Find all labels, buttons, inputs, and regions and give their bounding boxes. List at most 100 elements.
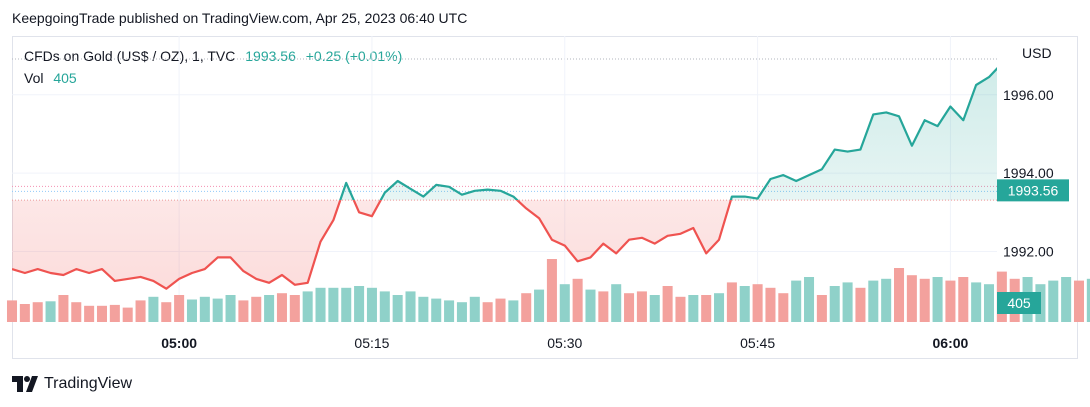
price-label-box <box>997 179 1069 202</box>
volume-bar <box>778 293 789 322</box>
volume-bar <box>444 300 455 322</box>
volume-bar <box>508 300 519 322</box>
volume-bar <box>624 293 635 322</box>
volume-bar <box>881 278 892 322</box>
volume-bar <box>804 277 815 322</box>
volume-bar <box>958 277 969 322</box>
volume-bar <box>765 287 776 322</box>
volume-bar <box>585 289 596 322</box>
volume-bar <box>688 295 699 322</box>
volume-bar <box>546 259 557 322</box>
volume-value: 405 <box>53 70 77 86</box>
symbol-name: CFDs on Gold (US$ / OZ), 1, TVC <box>24 48 236 64</box>
volume-bar <box>726 282 737 322</box>
volume-bar <box>469 296 480 322</box>
markers: 1993.56 405 <box>997 179 1069 314</box>
price-area <box>12 68 997 289</box>
volume-bar <box>842 282 853 322</box>
volume-bar <box>1073 280 1085 322</box>
volume-bar <box>945 280 956 322</box>
volume-bar <box>919 278 930 322</box>
price-line-down <box>12 200 732 290</box>
y-axis: USD 1996.00 1994.00 1992.00 <box>1003 45 1054 259</box>
volume-bar <box>675 296 686 322</box>
volume-bar <box>971 282 982 322</box>
volume-bar <box>161 302 172 322</box>
area-below-baseline <box>12 200 997 289</box>
x-tick-label: 05:30 <box>547 335 582 351</box>
volume-bar <box>122 307 133 322</box>
volume-bar <box>251 296 262 322</box>
volume-bar <box>559 284 570 322</box>
volume-bar <box>662 286 673 322</box>
volume-bar <box>276 293 287 322</box>
volume-bar <box>392 295 403 322</box>
volume-bar <box>816 295 827 322</box>
tradingview-logo-icon <box>12 376 38 392</box>
volume-bar <box>829 286 840 322</box>
volume-label-box <box>997 292 1041 314</box>
volume-bar <box>649 295 660 322</box>
x-tick-label: 05:15 <box>354 335 389 351</box>
volume-label: Vol <box>24 70 44 86</box>
volume-bar <box>739 286 750 322</box>
area-above-baseline <box>340 68 997 201</box>
volume-bar <box>289 295 300 322</box>
volume-bar <box>495 298 506 322</box>
volume-bar <box>598 291 609 322</box>
volume-bar <box>212 298 223 322</box>
volume-bar <box>456 302 467 322</box>
volume-bar <box>58 295 69 322</box>
volume-bar <box>302 291 313 322</box>
volume-bar <box>893 268 905 322</box>
volume-legend: Vol 405 <box>24 70 77 86</box>
volume-bar <box>868 280 879 322</box>
price-change: +0.25 (+0.01%) <box>305 48 403 64</box>
volume-bar <box>855 287 866 322</box>
volume-bar <box>714 293 725 322</box>
volume-bar <box>109 304 120 322</box>
price-line <box>12 66 997 290</box>
volume-bar <box>32 302 43 322</box>
volume-bar <box>1086 278 1090 322</box>
volume-bar <box>19 304 30 322</box>
volume-bar <box>701 295 712 322</box>
price-label-text: 1993.56 <box>1008 182 1059 198</box>
volume-bar <box>983 284 995 322</box>
volume-bar <box>906 275 917 322</box>
volume-bar <box>405 291 416 322</box>
volume-bar <box>238 300 249 322</box>
volume-bar <box>45 301 56 322</box>
y-tick-label: 1994.00 <box>1003 165 1054 181</box>
volume-bar <box>199 296 210 322</box>
volume-bar <box>148 296 159 322</box>
volume-bar <box>521 293 532 322</box>
volume-bar <box>135 300 146 322</box>
volume-bar <box>611 284 622 322</box>
volume-bar <box>315 287 326 322</box>
volume-bar <box>84 305 95 322</box>
volume-bar <box>328 287 339 322</box>
volume-bar <box>96 305 108 322</box>
volume-bar <box>791 280 802 322</box>
volume-bar <box>6 300 18 322</box>
tradingview-logo[interactable]: TradingView <box>12 375 132 393</box>
volume-bar <box>932 277 943 322</box>
volume-bar <box>354 286 365 322</box>
volume-label-text: 405 <box>1007 295 1031 311</box>
volume-bar <box>341 287 352 322</box>
volume-bar <box>1048 280 1059 322</box>
x-tick-label: 05:45 <box>740 335 775 351</box>
volume-bar <box>752 284 763 322</box>
volume-bar <box>534 289 545 322</box>
volume-bar <box>264 295 275 322</box>
symbol-legend: CFDs on Gold (US$ / OZ), 1, TVC 1993.56 … <box>24 48 402 64</box>
volume-bar <box>572 278 583 322</box>
x-tick-label: 06:00 <box>933 335 969 351</box>
volume-bar <box>71 302 82 322</box>
volume-bar <box>636 291 647 322</box>
y-tick-label: 1992.00 <box>1003 243 1054 259</box>
x-tick-label: 05:00 <box>161 335 197 351</box>
